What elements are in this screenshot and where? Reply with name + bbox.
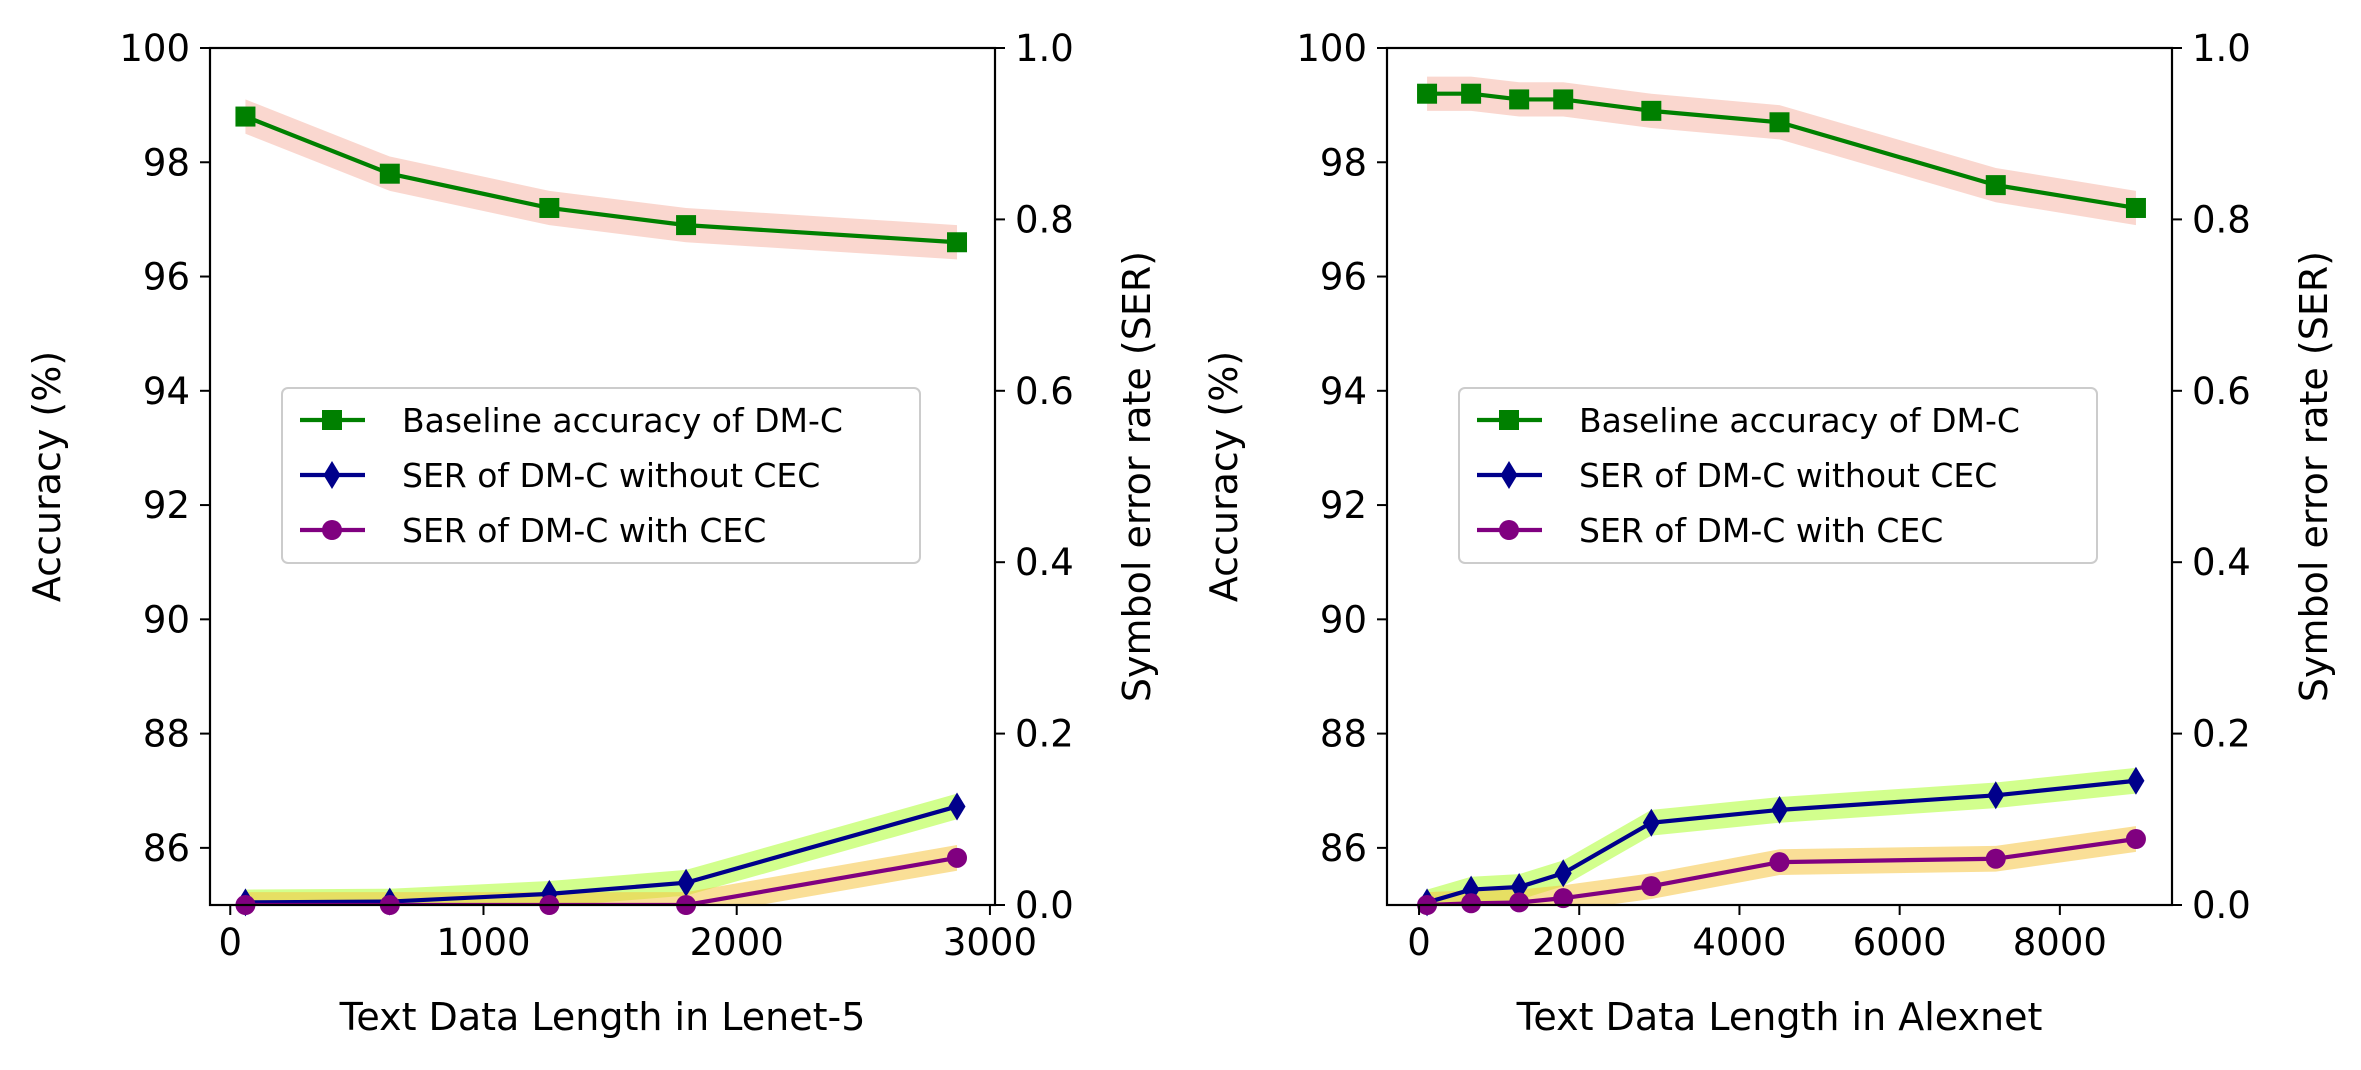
y2-axis-label: Symbol error rate (SER) [1115,251,1159,702]
y2-tick-label: 0.0 [1015,884,1074,927]
data-point-s3-p7 [1985,848,2006,869]
y-tick-label: 98 [143,141,190,184]
data-point-s1-p3 [539,197,560,218]
legend-label-1: Baseline accuracy of DM-C [402,401,843,440]
y-tick-label: 98 [1320,141,1367,184]
data-point-s2-p5 [948,792,966,821]
y-tick-label: 100 [119,27,190,70]
data-point-s1-p1 [1417,83,1438,104]
data-point-s3-p5 [947,847,968,868]
y-axis-label: Accuracy (%) [25,351,69,602]
data-point-s2-p6 [1771,795,1788,824]
data-point-s3-p6 [1769,852,1790,873]
confidence-band-1 [245,99,958,260]
x-tick-label: 3000 [943,921,1037,964]
legend-box [281,387,921,564]
data-point-s3-p3 [1509,892,1530,913]
x-tick-label: 6000 [1853,921,1947,964]
y-tick-label: 86 [143,827,190,870]
x-tick-label: 1000 [436,921,530,964]
data-point-s1-p4 [676,215,697,236]
y-tick-label: 96 [143,256,190,299]
x-tick-label: 0 [1407,921,1431,964]
y2-axis-label: Symbol error rate (SER) [2292,251,2336,702]
data-point-s1-p3 [1509,89,1530,110]
y-tick-label: 100 [1296,27,1367,70]
legend-label-3: SER of DM-C with CEC [402,511,766,550]
chart-panel-1: 0 1000 2000 3000 86 88 90 92 94 96 98 100 0.0 0.2 0.4 0… [25,27,1159,1039]
y-tick-label: 88 [143,713,190,756]
data-point-s1-p5 [947,232,968,253]
legend-label-2: SER of DM-C without CEC [402,456,820,495]
data-point-s3-p5 [1641,876,1662,897]
data-point-s3-p2 [1461,893,1482,914]
data-point-s1-p4 [1553,89,1574,110]
y-tick-label: 90 [1320,598,1367,641]
data-point-s3-p4 [1553,888,1574,909]
y2-tick-label: 0.8 [2192,198,2251,241]
y2-tick-label: 1.0 [1015,27,1074,70]
confidence-band-2 [1427,767,2136,905]
legend-marker-3 [322,520,342,540]
data-point-s1-p8 [2125,197,2146,218]
data-point-s1-p2 [1461,83,1482,104]
legend: Baseline accuracy of DM-C SER of DM-C wit… [281,387,921,564]
x-axis-label: Text Data Length in Lenet-5 [339,995,866,1039]
legend-marker-1 [322,410,342,430]
y2-tick-label: 0.6 [1015,370,1074,413]
chart-panel-2: 0 2000 4000 6000 8000 86 88 90 92 94 96 98 100 0.0 0.2… [1202,27,2336,1039]
y2-tick-label: 0.8 [1015,198,1074,241]
y2-tick-label: 0.2 [1015,713,1074,756]
y-tick-label: 92 [143,484,190,527]
y-tick-label: 92 [1320,484,1367,527]
x-axis-label: Text Data Length in Alexnet [1516,995,2043,1039]
legend-marker-3 [1499,520,1519,540]
y2-tick-label: 1.0 [2192,27,2251,70]
data-point-s2-p4 [1554,859,1572,888]
y-tick-label: 96 [1320,256,1367,299]
y-axis-label: Accuracy (%) [1202,351,1246,602]
y2-tick-label: 0.2 [2192,713,2251,756]
confidence-band-1 [1427,76,2136,226]
y-tick-label: 94 [143,370,190,413]
data-point-s1-p1 [235,106,256,127]
data-point-s1-p2 [379,163,400,184]
y2-tick-label: 0.6 [2192,370,2251,413]
y2-tick-label: 0.0 [2192,884,2251,927]
y-tick-label: 88 [1320,713,1367,756]
legend-marker-1 [1499,410,1519,430]
data-point-s1-p7 [1985,175,2006,196]
legend-label-2: SER of DM-C without CEC [1579,456,1997,495]
data-point-s3-p8 [2125,829,2146,850]
y2-tick-label: 0.4 [2192,541,2251,584]
plot-frame [1385,46,2174,907]
legend-marker-2 [1500,461,1518,489]
x-tick-label: 0 [218,921,242,964]
x-tick-label: 2000 [690,921,784,964]
legend-label-3: SER of DM-C with CEC [1579,511,1943,550]
y-tick-label: 90 [143,598,190,641]
data-point-s2-p7 [1987,781,2005,810]
data-point-s1-p6 [1769,112,1790,133]
x-tick-label: 8000 [2013,921,2107,964]
data-point-s2-p4 [677,868,695,897]
y2-tick-label: 0.4 [1015,541,1074,584]
series-line-3 [245,855,958,905]
legend-marker-2 [323,461,341,489]
legend: Baseline accuracy of DM-C SER of DM-C wit… [1458,387,2098,564]
data-point-s2-p5 [1642,808,1660,837]
legend-box [1458,387,2098,564]
x-tick-label: 2000 [1532,921,1626,964]
data-point-s2-p8 [2127,766,2145,795]
legend-label-1: Baseline accuracy of DM-C [1579,401,2020,440]
x-tick-label: 4000 [1692,921,1786,964]
y-tick-label: 94 [1320,370,1367,413]
plot-frame [208,46,997,907]
data-point-s1-p5 [1641,100,1662,121]
y-tick-label: 86 [1320,827,1367,870]
